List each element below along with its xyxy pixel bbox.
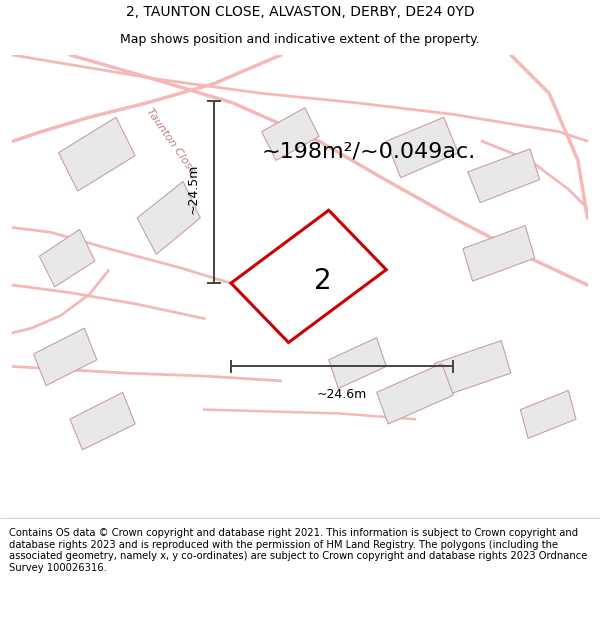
Text: ~198m²/~0.049ac.: ~198m²/~0.049ac. <box>262 142 476 162</box>
Polygon shape <box>468 149 539 202</box>
Polygon shape <box>463 226 535 281</box>
Text: ~24.6m: ~24.6m <box>317 389 367 401</box>
Polygon shape <box>520 391 576 438</box>
Polygon shape <box>40 229 95 287</box>
Polygon shape <box>329 338 386 389</box>
Polygon shape <box>377 364 454 424</box>
Text: Map shows position and indicative extent of the property.: Map shows position and indicative extent… <box>120 33 480 46</box>
Polygon shape <box>231 210 386 342</box>
Text: Contains OS data © Crown copyright and database right 2021. This information is : Contains OS data © Crown copyright and d… <box>9 528 587 573</box>
Text: ~24.5m: ~24.5m <box>187 164 199 214</box>
Polygon shape <box>434 341 511 396</box>
Polygon shape <box>262 107 319 161</box>
Polygon shape <box>34 328 97 386</box>
Polygon shape <box>58 118 135 191</box>
Text: 2, TAUNTON CLOSE, ALVASTON, DERBY, DE24 0YD: 2, TAUNTON CLOSE, ALVASTON, DERBY, DE24 … <box>125 5 475 19</box>
Polygon shape <box>137 181 200 254</box>
Text: Taunton Close: Taunton Close <box>144 106 197 176</box>
Polygon shape <box>386 118 458 178</box>
Polygon shape <box>70 392 135 450</box>
Text: 2: 2 <box>314 267 332 295</box>
